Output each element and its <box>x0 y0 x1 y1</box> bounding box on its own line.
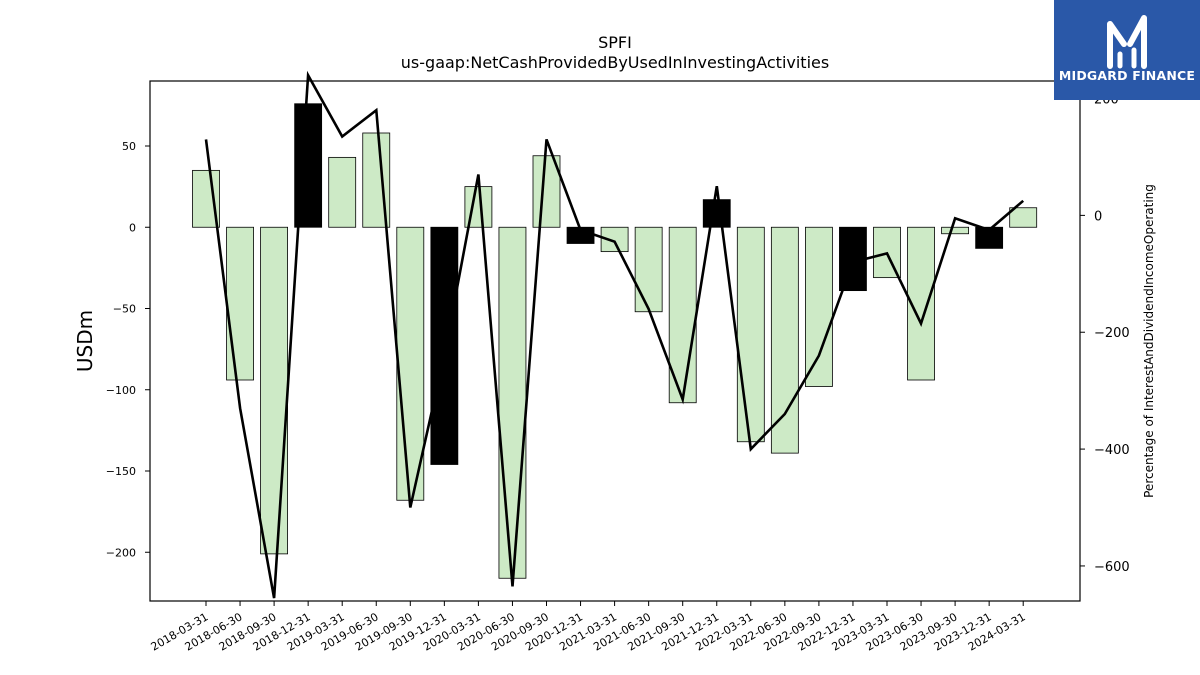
chart-title: SPFI <box>598 33 632 52</box>
bar-2023-12-31 <box>975 226 1004 249</box>
bar-2020-06-30 <box>498 226 527 579</box>
midgard-logo-icon <box>1107 15 1147 69</box>
y-tick-label: −50 <box>113 303 136 316</box>
y2-axis-label: Percentage of InterestAndDividendIncomeO… <box>1142 184 1156 498</box>
y2-tick-label: −600 <box>1094 560 1130 575</box>
bar-2020-09-30 <box>532 155 561 228</box>
bar-2019-03-31 <box>328 156 357 228</box>
midgard-logo: MIDGARD FINANCE <box>1054 0 1200 100</box>
bar-2019-12-31 <box>430 226 459 465</box>
bar-2022-06-30 <box>770 226 799 454</box>
y2-tick-label: −400 <box>1094 443 1130 458</box>
bar-2024-03-31 <box>1009 207 1038 228</box>
x-axis-ticks: 2018-03-312018-06-302018-09-302018-12-31… <box>149 601 1028 654</box>
bar-2023-09-30 <box>941 226 969 235</box>
series-line <box>204 70 1025 599</box>
bar-2023-06-30 <box>907 226 935 381</box>
bar-2022-09-30 <box>805 226 833 387</box>
y-tick-label: −100 <box>106 384 136 397</box>
bar-2021-12-31 <box>702 199 731 228</box>
y-axis-label: USDm <box>73 310 97 372</box>
logo-text: MIDGARD FINANCE <box>1058 68 1196 83</box>
y2-tick-label: −200 <box>1094 326 1130 341</box>
bar-2022-03-31 <box>736 226 765 443</box>
bar-2018-09-30 <box>260 226 289 555</box>
chart-subtitle: us-gaap:NetCashProvidedByUsedInInvesting… <box>401 53 829 72</box>
y-tick-label: −150 <box>106 465 136 478</box>
bar-2019-09-30 <box>396 226 425 501</box>
left-axis-ticks: 50 0 −50 −100 −150 −200 <box>106 140 150 559</box>
y2-tick-label: 0 <box>1094 209 1102 224</box>
plot-frame <box>149 80 1081 602</box>
y-tick-label: 0 <box>129 221 136 234</box>
bar-2021-06-30 <box>634 226 663 313</box>
y-tick-label: 50 <box>122 140 136 153</box>
bar-2018-06-30 <box>226 226 254 381</box>
y-tick-label: −200 <box>106 546 136 559</box>
bar-group <box>192 103 1038 579</box>
